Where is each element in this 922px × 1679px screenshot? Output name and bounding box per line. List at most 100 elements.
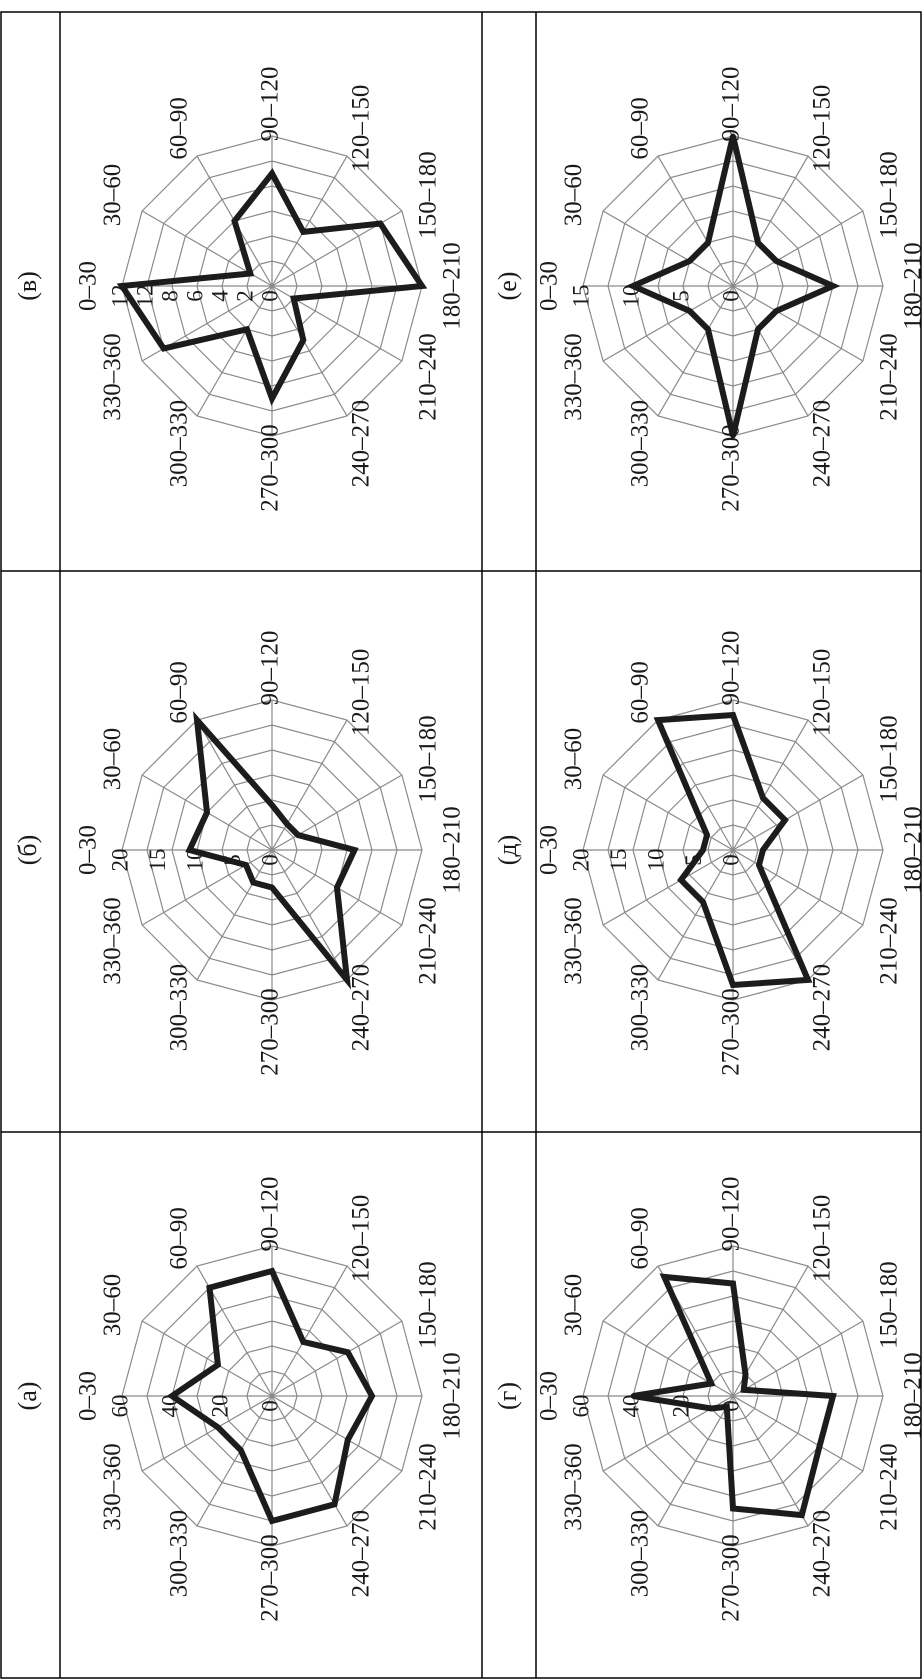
radial-tick-label: 60 <box>107 1395 132 1418</box>
radar-panel: 0–30 30–60 60–90 90–120 120–150 150–180 180–21… <box>13 631 466 1076</box>
data-point <box>334 885 340 890</box>
category-label: 270–300 <box>257 424 284 512</box>
data-point <box>782 817 788 823</box>
category-label: 180–210 <box>439 242 466 330</box>
data-point <box>700 847 706 853</box>
data-point <box>243 862 249 868</box>
data-point <box>269 802 275 808</box>
radial-tick-label: 10 <box>618 285 643 308</box>
radial-tick-label: 4 <box>207 290 232 302</box>
category-label: 210–240 <box>875 333 902 421</box>
spoke <box>657 1395 734 1527</box>
spoke <box>657 719 734 851</box>
radial-tick-label: 2 <box>232 290 257 302</box>
category-label: 270–300 <box>718 988 745 1076</box>
category-label: 330–360 <box>560 333 587 421</box>
data-point <box>741 1387 747 1393</box>
data-point <box>730 433 736 439</box>
data-point <box>161 346 167 351</box>
category-label: 120–150 <box>348 85 375 173</box>
data-point <box>284 821 290 827</box>
spoke <box>196 285 273 417</box>
category-label: 330–360 <box>560 1443 587 1531</box>
spoke <box>141 1320 273 1397</box>
category-label: 0–30 <box>536 825 563 875</box>
data-point <box>377 221 383 226</box>
data-point <box>207 1285 212 1291</box>
category-label: 60–90 <box>627 661 654 724</box>
data-point <box>250 880 256 885</box>
data-point <box>756 862 762 868</box>
category-label: 30–60 <box>560 164 587 227</box>
radial-tick-label: 20 <box>207 1395 232 1418</box>
radial-tick-label: 8 <box>157 290 182 302</box>
spoke <box>602 774 734 851</box>
radial-tick-label: 6 <box>182 290 207 302</box>
radial-tick-label: 40 <box>618 1395 643 1418</box>
data-point <box>369 1393 375 1399</box>
radial-tick-label: 0 <box>718 1400 743 1412</box>
category-label: 300–330 <box>627 964 654 1052</box>
spoke <box>732 210 864 287</box>
category-label: 150–180 <box>414 715 441 803</box>
category-label: 330–360 <box>99 333 126 421</box>
category-label: 180–210 <box>900 1352 922 1440</box>
category-label: 270–300 <box>718 424 745 512</box>
category-label: 0–30 <box>536 1371 563 1421</box>
category-label: 30–60 <box>560 1274 587 1337</box>
radar-panel: 0–30 30–60 60–90 90–120 120–150 150–180 180–21… <box>493 1177 922 1622</box>
radial-tick-label: 20 <box>668 1395 693 1418</box>
category-label: 240–270 <box>348 1510 375 1598</box>
category-label: 240–270 <box>809 1510 836 1598</box>
category-label: 0–30 <box>75 825 102 875</box>
radial-tick-label: 12 <box>107 285 132 308</box>
radial-tick-label: 10 <box>643 849 668 872</box>
category-label: 0–30 <box>75 1371 102 1421</box>
category-label: 240–270 <box>809 964 836 1052</box>
data-point <box>345 1437 351 1443</box>
category-label: 120–150 <box>348 1195 375 1283</box>
data-point <box>269 1268 275 1274</box>
data-point <box>215 1362 221 1368</box>
data-point <box>655 717 661 723</box>
radial-tick-label: 0 <box>718 854 743 866</box>
radar-panel: 0–30 30–60 60–90 90–120 120–150 150–180 180–21… <box>13 1177 466 1622</box>
data-point <box>730 1506 736 1511</box>
panel-label: (е) <box>493 272 522 301</box>
category-label: 90–120 <box>257 1177 284 1252</box>
data-point <box>705 326 711 332</box>
data-point <box>238 1447 244 1453</box>
data-point <box>700 899 706 905</box>
spoke <box>732 285 864 362</box>
category-label: 240–270 <box>809 400 836 488</box>
data-point <box>773 258 779 264</box>
data-point <box>344 977 350 983</box>
data-point <box>269 171 275 176</box>
category-label: 180–210 <box>439 806 466 894</box>
radial-tick-label: 10 <box>182 849 207 872</box>
spoke <box>196 719 273 851</box>
data-point <box>300 337 306 343</box>
data-point <box>805 977 811 983</box>
data-point <box>678 877 684 883</box>
data-point <box>269 885 275 890</box>
radial-tick-label: 5 <box>681 854 706 866</box>
category-label: 30–60 <box>99 728 126 791</box>
category-label: 120–150 <box>348 649 375 737</box>
category-label: 120–150 <box>809 649 836 737</box>
data-point <box>194 717 200 723</box>
spoke <box>271 1395 403 1472</box>
data-point <box>169 1393 175 1399</box>
category-label: 120–150 <box>809 85 836 173</box>
spoke <box>196 849 273 981</box>
category-label: 300–330 <box>627 400 654 488</box>
category-label: 30–60 <box>560 728 587 791</box>
radial-tick-label: 15 <box>568 285 593 308</box>
category-label: 120–150 <box>809 1195 836 1283</box>
radar-panel: 0–30 30–60 60–90 90–120 120–150 150–180 180–21… <box>13 67 466 512</box>
data-point <box>187 847 192 853</box>
category-label: 210–240 <box>414 897 441 985</box>
data-point <box>755 240 761 246</box>
data-point <box>730 1281 736 1286</box>
